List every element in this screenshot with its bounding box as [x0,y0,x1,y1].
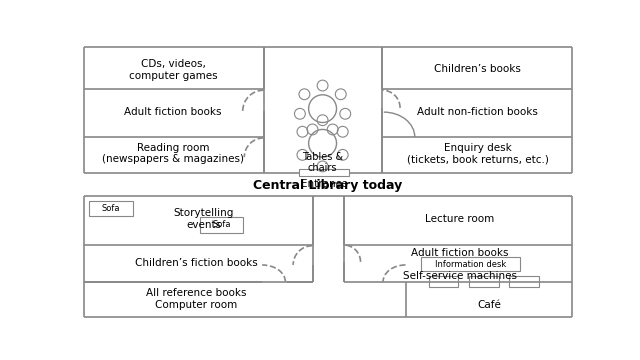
Bar [421,257,520,271]
Bar [429,276,458,287]
Bar [382,280,406,283]
Text: Storytelling
events: Storytelling events [174,208,234,230]
Text: Computer room: Computer room [155,300,237,310]
Text: Self-service machines: Self-service machines [403,271,516,281]
Bar [200,217,243,233]
Text: Sofa: Sofa [102,204,120,213]
Text: Entrance: Entrance [301,179,348,189]
Text: Children’s fiction books: Children’s fiction books [135,258,258,267]
Text: Lecture room: Lecture room [425,214,494,224]
Bar [311,245,314,265]
Text: Sofa: Sofa [212,220,230,229]
Text: Enquiry desk
(tickets, book returns, etc.): Enquiry desk (tickets, book returns, etc… [406,143,548,164]
Text: Adult fiction books: Adult fiction books [124,108,221,117]
Bar [509,276,539,287]
Text: CDs, videos,
computer games: CDs, videos, computer games [129,59,218,81]
Text: Central Library today: Central Library today [253,179,403,192]
Bar [262,137,265,157]
Text: Tables &
chairs: Tables & chairs [302,152,343,174]
Text: Café: Café [477,300,501,310]
Text: Adult non-fiction books: Adult non-fiction books [417,108,538,117]
Bar [300,169,349,176]
Bar [469,276,499,287]
Text: Reading room
(newspapers & magazines): Reading room (newspapers & magazines) [102,143,244,164]
Text: All reference books: All reference books [146,288,246,298]
Text: Adult fiction books: Adult fiction books [411,248,509,258]
Bar [381,89,384,108]
Text: Information desk: Information desk [435,260,506,269]
Bar [262,89,265,111]
Text: Children’s books: Children’s books [434,64,521,73]
Bar [342,245,345,262]
Bar [262,280,287,283]
Bar [90,201,132,216]
